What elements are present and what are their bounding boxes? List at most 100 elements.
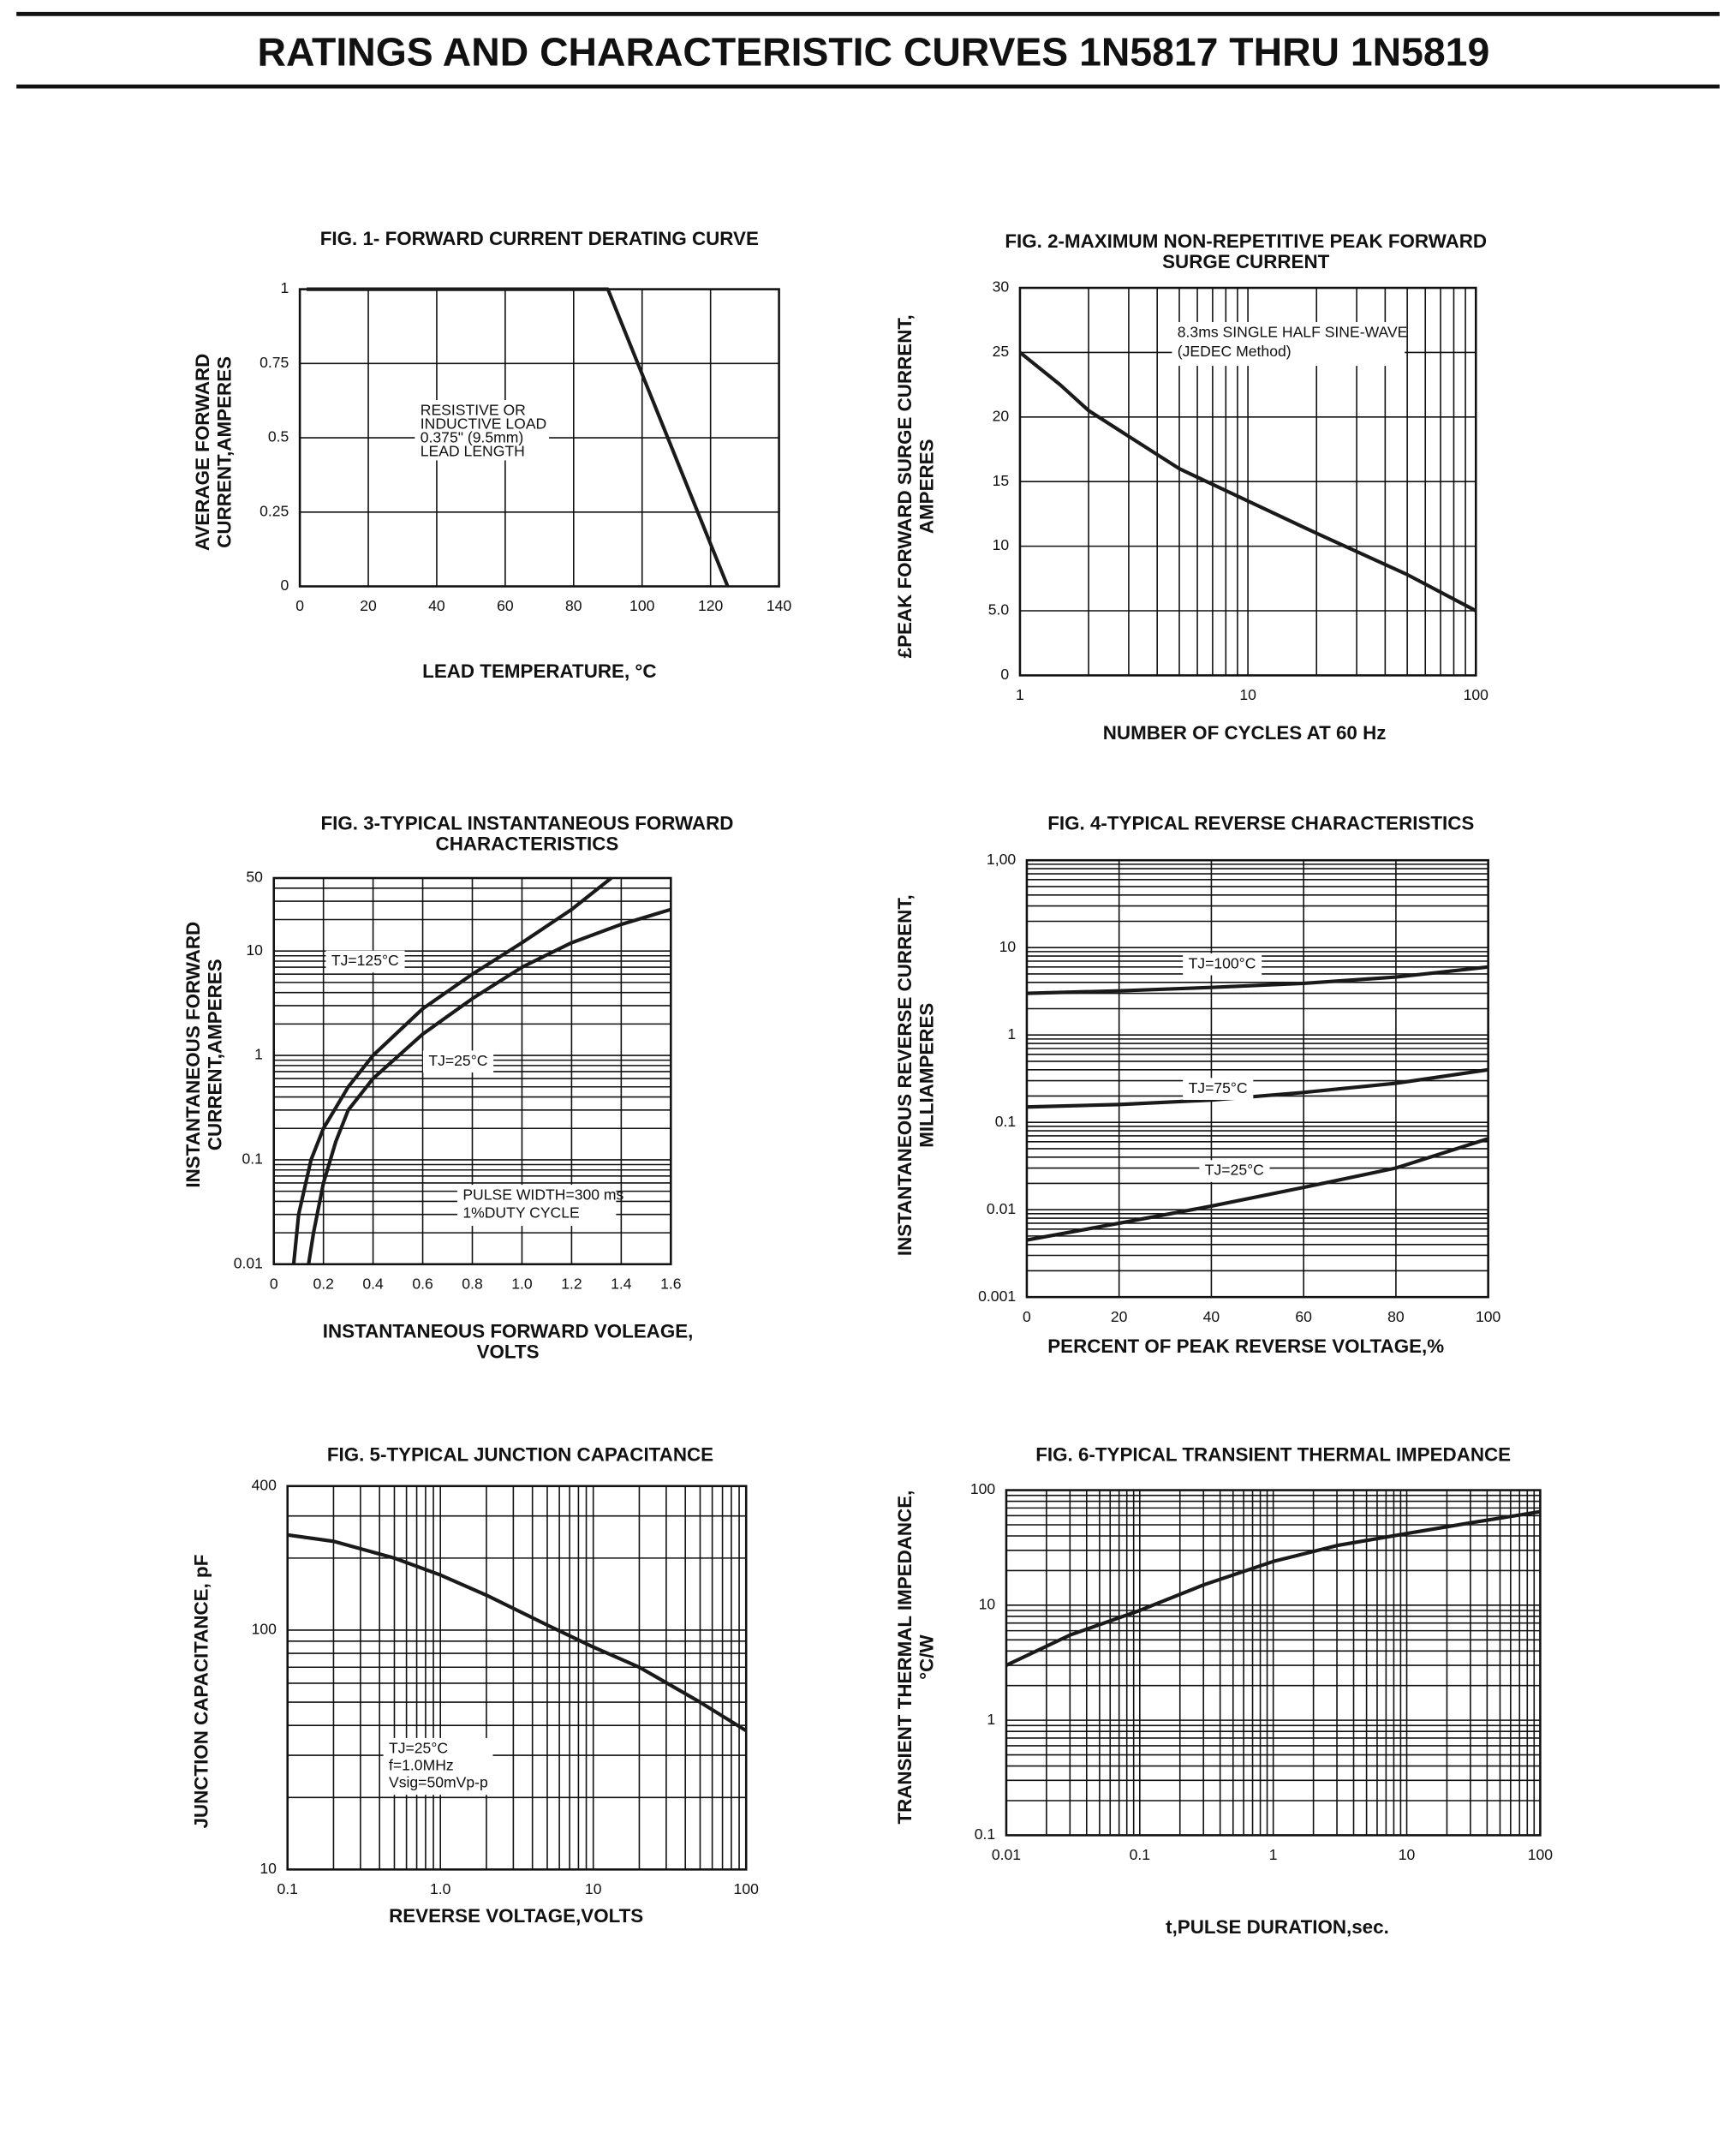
y-tick-label: 0.25: [260, 502, 289, 519]
x-tick-label: 10: [1239, 686, 1256, 703]
x-axis-label: INSTANTANEOUS FORWARD VOLEAGE,: [323, 1321, 694, 1342]
x-tick-label: 0.2: [313, 1275, 333, 1292]
chart-title: CHARACTERISTICS: [436, 834, 619, 855]
series-label: TJ=125°C: [331, 952, 399, 969]
label-background: [1183, 953, 1262, 976]
y-tick-label: 0.01: [234, 1254, 263, 1271]
chart-title: FIG. 5-TYPICAL JUNCTION CAPACITANCE: [327, 1444, 713, 1466]
x-tick-label: 20: [1111, 1308, 1128, 1325]
y-axis-label: JUNCTION CAPACITANCE, pF: [190, 1555, 212, 1829]
y-axis-label: AVERAGE FORWARD: [192, 354, 213, 551]
annotation: 8.3ms SINGLE HALF SINE-WAVE: [1178, 323, 1408, 340]
chart-title: FIG. 2-MAXIMUM NON-REPETITIVE PEAK FORWA…: [1005, 230, 1487, 252]
x-tick-label: 0.4: [362, 1275, 384, 1292]
annotation: LEAD LENGTH: [421, 442, 525, 459]
y-tick-label: 20: [993, 407, 1010, 424]
annotation-background: [383, 1737, 493, 1795]
series-line: [291, 876, 613, 1265]
x-tick-label: 10: [1399, 1846, 1416, 1863]
x-axis-label: REVERSE VOLTAGE,VOLTS: [389, 1905, 643, 1927]
x-tick-label: 80: [565, 597, 582, 614]
x-tick-label: 80: [1387, 1308, 1405, 1325]
annotation: TJ=25°C: [389, 1739, 448, 1756]
x-tick-label: 1.6: [660, 1275, 681, 1292]
plot-frame: [272, 876, 672, 1266]
x-axis-label: PERCENT OF PEAK REVERSE VOLTAGE,%: [1047, 1335, 1444, 1357]
series-line: [1026, 1137, 1489, 1242]
label-background: [422, 1050, 494, 1072]
y-tick-label: 0.5: [268, 428, 289, 445]
label-background: [325, 950, 405, 973]
x-tick-label: 1: [1016, 686, 1024, 703]
chart-title: SURGE CURRENT: [1162, 251, 1330, 272]
x-tick-label: 140: [767, 597, 792, 614]
y-axis-label: £PEAK FORWARD SURGE CURRENT,: [894, 314, 916, 658]
y-tick-label: 30: [993, 278, 1010, 296]
y-tick-label: 0.75: [260, 354, 289, 371]
y-tick-label: 100: [970, 1480, 996, 1497]
annotation: f=1.0MHz: [389, 1756, 454, 1773]
annotation: RESISTIVE OR: [421, 402, 526, 419]
x-tick-label: 0: [1023, 1308, 1031, 1325]
y-tick-label: 1: [281, 279, 289, 296]
x-tick-label: 0.8: [462, 1275, 483, 1292]
x-tick-label: 100: [1528, 1846, 1554, 1863]
y-tick-label: 25: [993, 343, 1010, 360]
chart-title: FIG. 3-TYPICAL INSTANTANEOUS FORWARD: [321, 813, 734, 834]
x-tick-label: 0.6: [412, 1275, 433, 1292]
y-tick-label: 1: [987, 1711, 995, 1728]
x-tick-label: 40: [428, 597, 445, 614]
y-tick-label: 10: [979, 1595, 996, 1612]
y-axis-label: CURRENT,AMPERES: [214, 356, 236, 548]
x-tick-label: 20: [360, 597, 377, 614]
x-tick-label: 0.1: [1130, 1846, 1150, 1863]
y-tick-label: 100: [252, 1621, 277, 1638]
plot-frame: [1025, 858, 1489, 1299]
y-axis-label: °C/W: [916, 1634, 938, 1679]
y-axis-label: MILLIAMPERES: [916, 1003, 938, 1148]
x-tick-label: 0.1: [277, 1880, 297, 1897]
y-axis-label: INSTANTANEOUS REVERSE CURRENT,: [894, 894, 916, 1256]
y-tick-label: 1: [254, 1046, 263, 1063]
x-tick-label: 100: [629, 597, 655, 614]
annotation: 1%DUTY CYCLE: [462, 1204, 579, 1221]
x-tick-label: 100: [1476, 1308, 1501, 1325]
series-line: [1026, 1067, 1488, 1109]
y-axis-label: INSTANTANEOUS FORWARD: [182, 922, 204, 1188]
x-tick-label: 60: [497, 597, 514, 614]
y-tick-label: 15: [993, 472, 1010, 489]
x-tick-label: 100: [734, 1880, 760, 1897]
x-tick-label: 1: [1269, 1846, 1278, 1863]
series-line: [307, 287, 730, 588]
y-tick-label: 0: [281, 577, 289, 594]
y-tick-label: 0.1: [995, 1113, 1016, 1130]
series-label: TJ=100°C: [1189, 954, 1256, 971]
y-tick-label: 0.01: [987, 1200, 1016, 1217]
x-tick-label: 1.0: [430, 1880, 451, 1897]
y-tick-label: 10: [999, 938, 1017, 955]
plot-frame: [286, 1485, 748, 1871]
chart-title: FIG. 4-TYPICAL REVERSE CHARACTERISTICS: [1047, 813, 1474, 834]
x-tick-label: 120: [698, 597, 724, 614]
x-tick-label: 0.01: [992, 1846, 1021, 1863]
x-axis-label: NUMBER OF CYCLES AT 60 Hz: [1103, 722, 1387, 744]
series-label: TJ=25°C: [428, 1052, 487, 1069]
y-tick-label: 0.1: [242, 1150, 262, 1168]
y-axis-label: AMPERES: [916, 439, 938, 534]
series-line: [1026, 965, 1488, 995]
y-tick-label: 1: [1007, 1025, 1016, 1043]
x-tick-label: 10: [585, 1880, 602, 1897]
annotation-background: [415, 400, 550, 461]
annotation: 0.375" (9.5mm): [421, 428, 524, 445]
annotation: Vsig=50mVp-p: [389, 1773, 488, 1790]
annotation-background: [1172, 321, 1405, 367]
y-tick-label: 10: [993, 536, 1010, 553]
x-tick-label: 100: [1464, 686, 1489, 703]
x-tick-label: 1.4: [611, 1275, 632, 1292]
chart-title: FIG. 6-TYPICAL TRANSIENT THERMAL IMPEDAN…: [1035, 1444, 1511, 1466]
y-tick-label: 400: [252, 1476, 277, 1493]
label-background: [1183, 1078, 1254, 1100]
y-tick-label: 10: [260, 1860, 277, 1877]
annotation: (JEDEC Method): [1178, 343, 1292, 360]
